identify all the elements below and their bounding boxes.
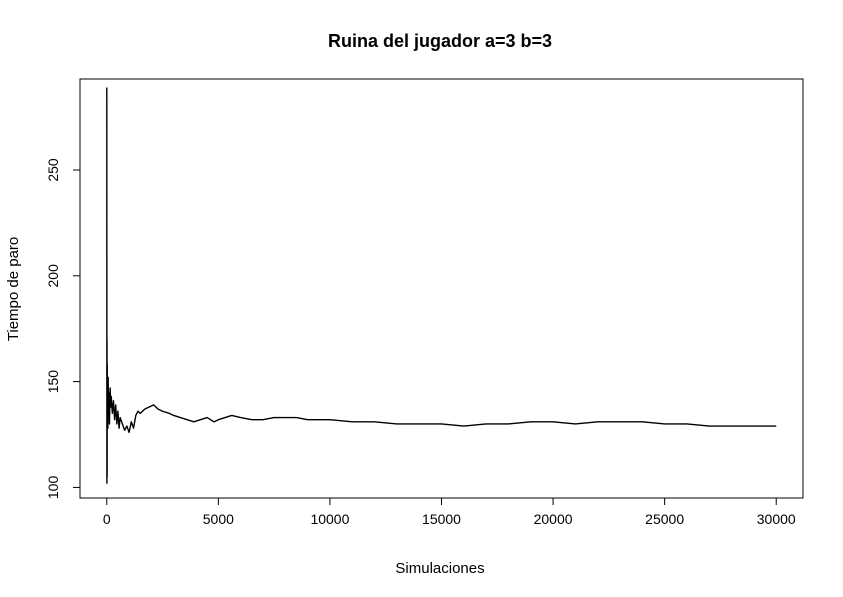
x-tick-label: 30000 (757, 511, 796, 527)
x-tick-label: 0 (103, 511, 111, 527)
x-tick-label: 25000 (645, 511, 684, 527)
x-axis-label: Simulaciones (395, 560, 484, 577)
x-axis: 0 5000 10000 15000 20000 25000 30000 (103, 497, 796, 527)
x-tick-label: 15000 (422, 511, 461, 527)
y-axis-label: Tiempo de paro (5, 237, 22, 342)
chart-title: Ruina del jugador a=3 b=3 (328, 31, 552, 51)
series-layer (106, 87, 777, 484)
x-tick-label: 5000 (203, 511, 234, 527)
y-axis: 100 150 200 250 (45, 158, 81, 500)
x-tick-label: 10000 (310, 511, 349, 527)
y-tick-label: 200 (45, 264, 61, 288)
y-tick-label: 100 (45, 476, 61, 500)
y-tick-label: 150 (45, 370, 61, 394)
y-tick-label: 250 (45, 158, 61, 182)
series-line (106, 87, 777, 484)
x-tick-label: 20000 (534, 511, 573, 527)
plot-area-frame (79, 78, 804, 499)
